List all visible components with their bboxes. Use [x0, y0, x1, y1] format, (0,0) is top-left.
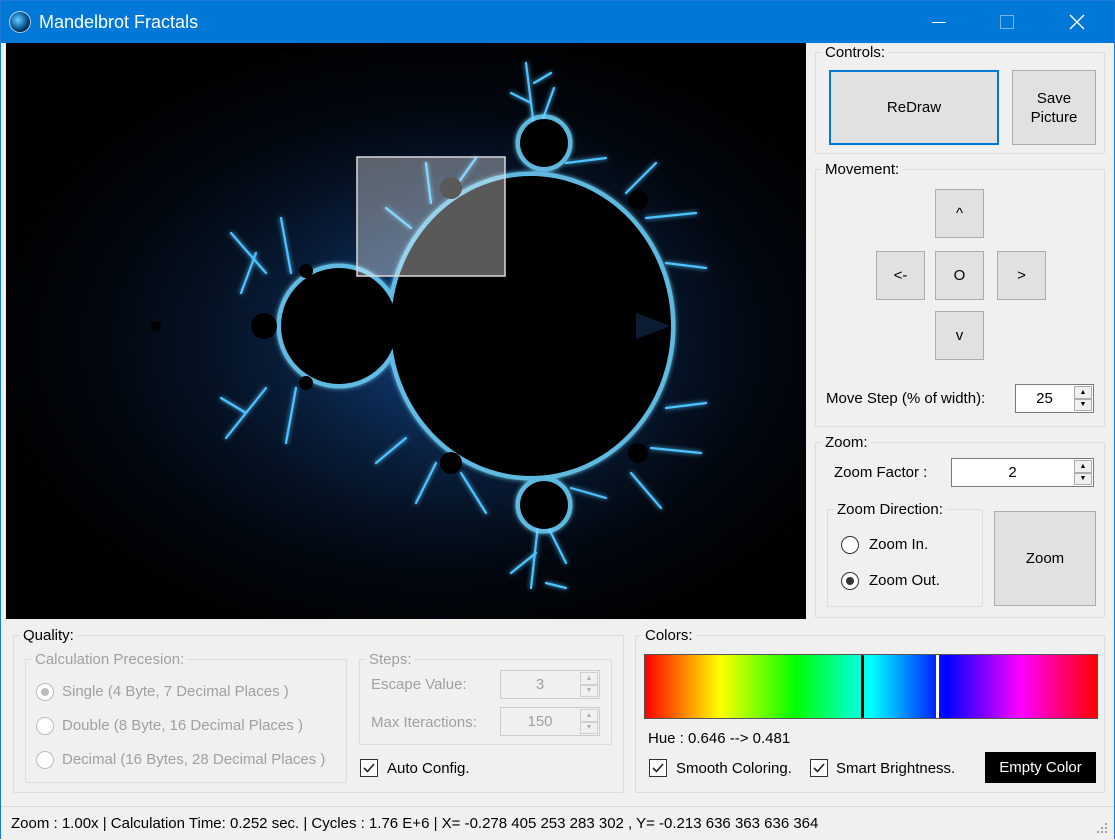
zoom-in-radio[interactable]	[841, 536, 859, 554]
zoom-direction-group: Zoom Direction:	[827, 501, 983, 607]
spin-up-icon[interactable]: ▲	[1074, 460, 1092, 473]
quality-group: Quality:	[13, 627, 624, 793]
escape-value-label: Escape Value:	[371, 676, 467, 693]
zoom-out-radio[interactable]	[841, 572, 859, 590]
move-up-button[interactable]: ^	[935, 189, 984, 238]
precision-group: Calculation Precesion:	[25, 651, 347, 783]
spin-down-icon[interactable]: ▼	[1074, 472, 1092, 485]
window-title: Mandelbrot Fractals	[39, 12, 199, 32]
move-center-button[interactable]: O	[935, 251, 984, 300]
decimal-precision-radio[interactable]	[36, 751, 54, 769]
move-right-button[interactable]: >	[997, 251, 1046, 300]
colors-legend: Colors:	[645, 627, 693, 644]
max-iterations-value[interactable]: 150	[527, 713, 553, 730]
controls-legend: Controls:	[825, 44, 886, 61]
maximize-button[interactable]	[984, 1, 1030, 43]
colors-group: Colors:	[635, 627, 1105, 793]
smart-brightness-checkbox[interactable]	[810, 759, 828, 777]
smooth-coloring-checkbox[interactable]	[649, 759, 667, 777]
auto-config-checkbox[interactable]	[360, 759, 378, 777]
spin-up-icon[interactable]: ▲	[580, 709, 598, 722]
hue-range-text: Hue : 0.646 --> 0.481	[648, 730, 791, 747]
move-step-label: Move Step (% of width):	[826, 390, 986, 407]
resize-grip-icon[interactable]	[1096, 822, 1108, 834]
minimize-icon	[932, 21, 946, 23]
zoom-button[interactable]: Zoom	[994, 511, 1096, 606]
move-left-button[interactable]: <-	[876, 251, 925, 300]
title-bar[interactable]: Mandelbrot Fractals	[1, 1, 1114, 43]
hue-end-marker[interactable]	[936, 655, 939, 718]
checkmark-icon	[813, 763, 825, 773]
escape-value[interactable]: 3	[535, 676, 545, 693]
double-precision-radio[interactable]	[36, 717, 54, 735]
empty-color-button[interactable]: Empty Color	[985, 752, 1096, 783]
fractal-app-icon	[9, 11, 31, 33]
spin-down-icon[interactable]: ▼	[1074, 398, 1092, 411]
mandelbrot-image	[98, 61, 766, 593]
precision-legend: Calculation Precesion:	[35, 651, 185, 668]
maximize-icon	[1000, 15, 1014, 29]
spin-up-icon[interactable]: ▲	[1074, 386, 1092, 399]
auto-config-label[interactable]: Auto Config.	[387, 760, 470, 777]
zoom-factor-stepper[interactable]: 2 ▲ ▼	[951, 458, 1094, 487]
zoom-out-label[interactable]: Zoom Out.	[869, 572, 940, 589]
zoom-factor-label: Zoom Factor :	[834, 464, 928, 481]
status-text: Zoom : 1.00x | Calculation Time: 0.252 s…	[11, 815, 819, 832]
move-step-value[interactable]: 25	[1036, 390, 1053, 407]
zoom-direction-legend: Zoom Direction:	[837, 501, 943, 518]
zoom-selection-rect[interactable]	[356, 156, 506, 277]
spin-down-icon[interactable]: ▼	[580, 721, 598, 734]
single-precision-label[interactable]: Single (4 Byte, 7 Decimal Places )	[62, 683, 289, 700]
max-iterations-stepper[interactable]: 150 ▲ ▼	[500, 707, 600, 736]
close-button[interactable]	[1054, 1, 1100, 43]
close-icon	[1069, 14, 1085, 30]
smooth-coloring-label[interactable]: Smooth Coloring.	[676, 760, 792, 777]
spin-up-icon[interactable]: ▲	[580, 672, 598, 685]
movement-group: Movement:	[815, 161, 1105, 427]
move-down-button[interactable]: v	[935, 311, 984, 360]
move-step-stepper[interactable]: 25 ▲ ▼	[1015, 384, 1094, 413]
spin-down-icon[interactable]: ▼	[580, 684, 598, 697]
decimal-precision-label[interactable]: Decimal (16 Bytes, 28 Decimal Places )	[62, 751, 326, 768]
max-iterations-label: Max Iteractions:	[371, 714, 477, 731]
single-precision-radio[interactable]	[36, 683, 54, 701]
quality-legend: Quality:	[23, 627, 74, 644]
escape-value-stepper[interactable]: 3 ▲ ▼	[500, 670, 600, 699]
checkmark-icon	[363, 763, 375, 773]
zoom-legend: Zoom:	[825, 434, 868, 451]
zoom-group: Zoom:	[815, 434, 1105, 618]
minimize-button[interactable]	[916, 1, 962, 43]
checkmark-icon	[652, 763, 664, 773]
steps-group: Steps:	[359, 651, 612, 745]
redraw-button[interactable]: ReDraw	[829, 70, 999, 145]
fractal-canvas[interactable]	[6, 43, 806, 619]
controls-group: Controls:	[815, 44, 1105, 154]
smart-brightness-label[interactable]: Smart Brightness.	[836, 760, 956, 777]
hue-start-marker[interactable]	[861, 655, 864, 718]
double-precision-label[interactable]: Double (8 Byte, 16 Decimal Places )	[62, 717, 303, 734]
zoom-factor-value[interactable]: 2	[1008, 464, 1017, 481]
movement-legend: Movement:	[825, 161, 900, 178]
hue-spectrum-bar[interactable]	[644, 654, 1098, 719]
save-picture-button[interactable]: Save Picture	[1012, 70, 1096, 145]
zoom-in-label[interactable]: Zoom In.	[869, 536, 929, 553]
steps-legend: Steps:	[369, 651, 412, 668]
status-bar: Zoom : 1.00x | Calculation Time: 0.252 s…	[1, 806, 1114, 840]
